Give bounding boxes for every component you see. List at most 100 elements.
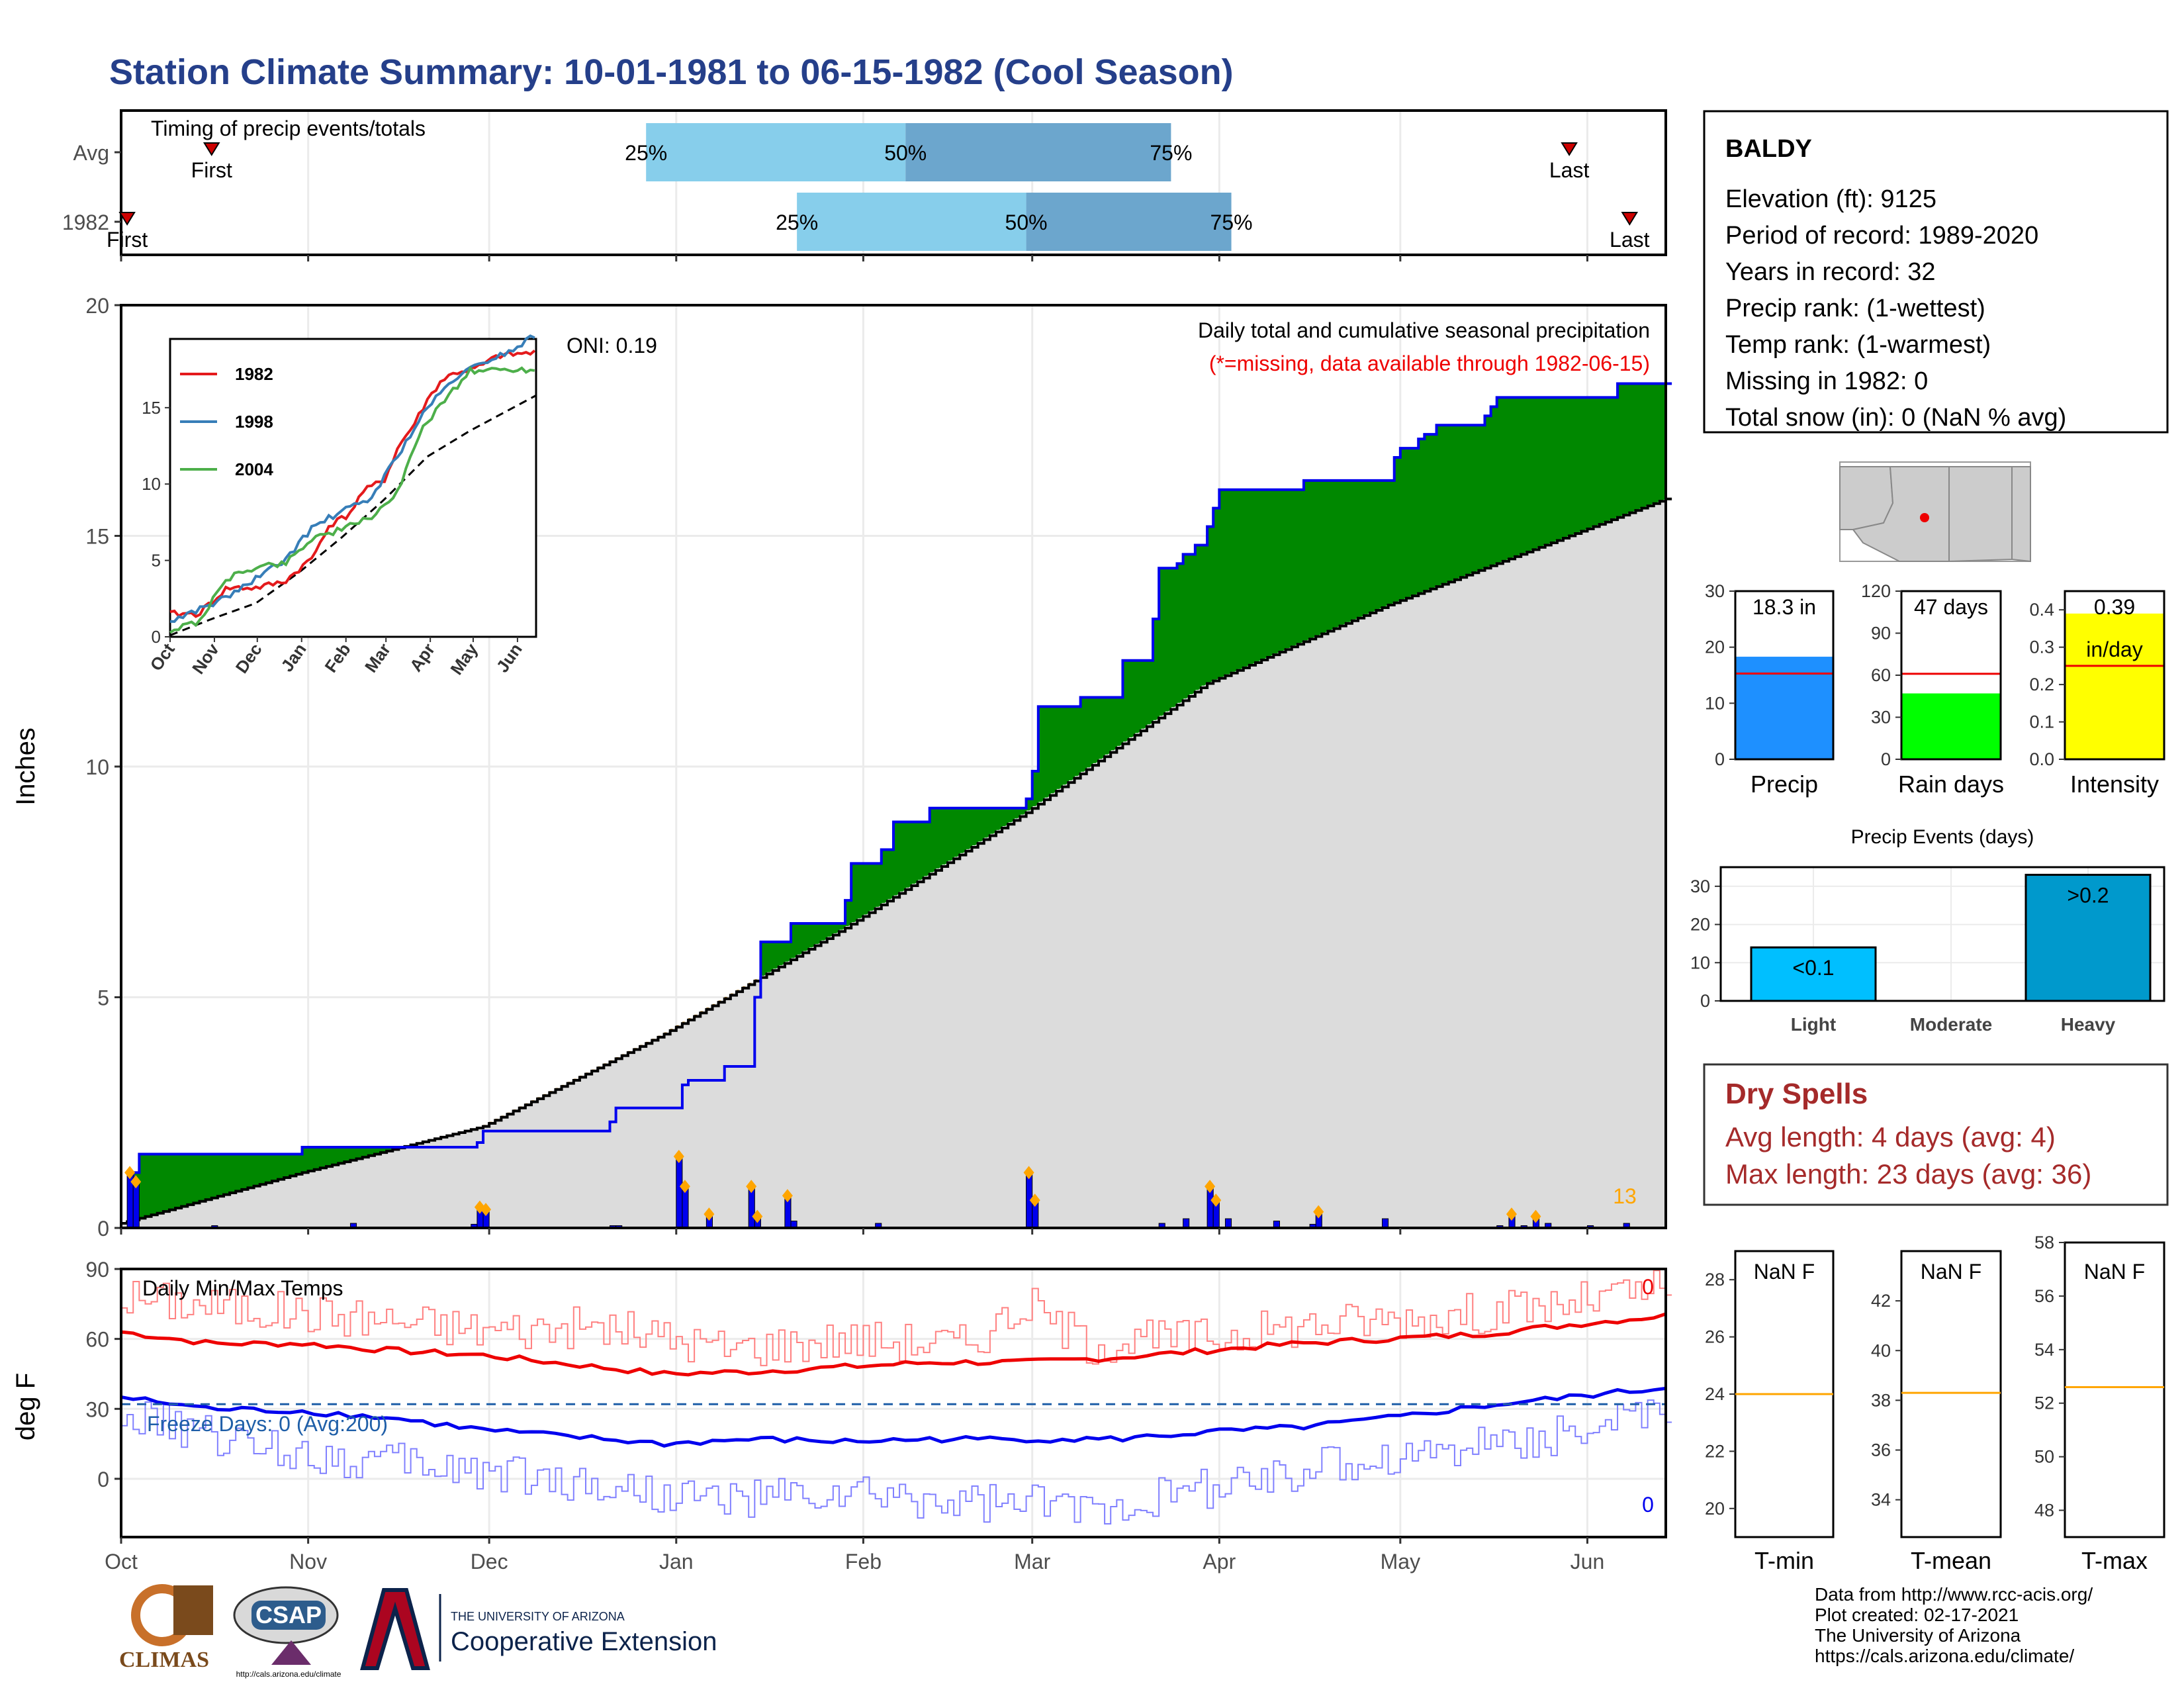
anomaly-fill xyxy=(1394,457,1401,602)
station-detail: Missing in 1982: 0 xyxy=(1725,367,1928,395)
temp-summary-title: T-max xyxy=(2081,1547,2148,1574)
event-diamond xyxy=(679,1180,690,1194)
logo-climas: CLIMAS xyxy=(119,1584,213,1672)
anomaly-fill xyxy=(978,808,985,842)
y-tick-label: 30 xyxy=(1871,708,1891,727)
station-location-marker xyxy=(1920,513,1929,522)
anomaly-fill xyxy=(1038,706,1045,802)
event-marker xyxy=(118,212,136,226)
anomaly-fill xyxy=(1140,660,1148,729)
dry-avg-length: Avg length: 4 days (avg: 4) xyxy=(1725,1121,2056,1152)
inset-y-label: 0 xyxy=(152,627,161,647)
station-detail: Elevation (ft): 9125 xyxy=(1725,185,1936,213)
inset-average-line xyxy=(169,395,537,637)
anomaly-fill xyxy=(1617,383,1624,516)
y-tick-label: 30 xyxy=(1705,581,1725,601)
anomaly-fill xyxy=(332,1147,339,1164)
event-category-label: Light xyxy=(1791,1014,1836,1035)
anomaly-fill xyxy=(1105,697,1111,755)
y-tick-label: 10 xyxy=(1705,693,1725,713)
coop-extension: Cooperative Extension xyxy=(451,1627,717,1656)
anomaly-fill xyxy=(983,808,991,838)
anomaly-fill xyxy=(791,923,797,959)
average-cumulative-line xyxy=(121,497,1672,1225)
anomaly-fill xyxy=(344,1147,351,1161)
summary-title: Precip xyxy=(1751,771,1818,798)
y-tick-label: 0 xyxy=(97,1468,109,1491)
event-diamond xyxy=(746,1180,757,1194)
climas-logo-block xyxy=(173,1585,213,1635)
anomaly-fill xyxy=(1056,706,1063,789)
anomaly-fill xyxy=(1008,808,1015,823)
event-diamond xyxy=(752,1209,763,1223)
summary-bar-precip: 0 10 20 30 18.3 in Precip xyxy=(1705,581,1835,798)
last-event-label: Last xyxy=(1549,158,1590,182)
y-tick-label: 10 xyxy=(85,755,109,779)
anomaly-fill xyxy=(236,1154,242,1191)
y-tick-label: 0 xyxy=(1700,991,1710,1011)
y-tick-label: 0.3 xyxy=(2029,637,2054,657)
y-tick-label: 56 xyxy=(2034,1286,2054,1306)
anomaly-fill xyxy=(809,923,816,948)
y-tick-label: 20 xyxy=(85,294,109,318)
footer-line: https://cals.arizona.edu/climate/ xyxy=(1815,1646,2074,1666)
anomaly-fill xyxy=(387,1147,393,1150)
location-map xyxy=(1839,461,2031,563)
anomaly-fill xyxy=(863,863,870,915)
temp-panel-border xyxy=(120,1268,1667,1538)
anomaly-fill xyxy=(972,808,979,846)
anomaly-fill xyxy=(326,1147,333,1166)
y-tick-label: 0 xyxy=(97,1217,109,1241)
summary-bar-intensity: 0.0 0.1 0.2 0.3 0.4 0.39 in/day Intensity xyxy=(2029,590,2165,798)
anomaly-fill xyxy=(1418,439,1425,592)
csap-url: http://cals.arizona.edu/climate xyxy=(236,1669,341,1679)
station-detail: Temp rank: (1-warmest) xyxy=(1725,331,1991,359)
anomaly-fill xyxy=(1044,706,1051,798)
temp-summary-t-min: 20 22 24 26 28 NaN F T-min xyxy=(1705,1250,1835,1574)
anomaly-fill xyxy=(1430,434,1437,588)
map-region xyxy=(2011,466,2031,563)
anomaly-fill xyxy=(1551,397,1558,542)
anomaly-fill xyxy=(1219,489,1226,677)
y-tick-label: 40 xyxy=(1871,1340,1891,1360)
legend-label: 1982 xyxy=(235,364,273,384)
y-tick-label: 15 xyxy=(85,525,109,549)
min-count-label: 0 xyxy=(1642,1493,1654,1517)
anomaly-fill xyxy=(1267,489,1274,657)
summary-sublabel: in/day xyxy=(2086,637,2142,661)
anomaly-fill xyxy=(1515,397,1522,556)
ua-logo-mark xyxy=(360,1588,430,1670)
last-event-label: Last xyxy=(1610,228,1650,252)
anomaly-fill xyxy=(881,849,888,904)
event-diamond xyxy=(1205,1180,1216,1194)
event-diamond xyxy=(1210,1194,1222,1207)
anomaly-fill xyxy=(839,923,846,930)
anomaly-fill xyxy=(1092,697,1099,763)
anomaly-fill xyxy=(199,1154,206,1201)
anomaly-fill xyxy=(899,821,906,892)
event-bar-light xyxy=(1750,946,1877,1002)
first-event-label: First xyxy=(107,228,148,252)
month-label: Apr xyxy=(1203,1550,1236,1573)
anomaly-fill xyxy=(1116,697,1124,746)
y-tick-label: 30 xyxy=(85,1397,109,1421)
anomaly-fill xyxy=(157,1154,164,1213)
event-diamond xyxy=(130,1175,142,1189)
anomaly-fill xyxy=(1146,660,1154,725)
anomaly-fill xyxy=(374,1147,381,1154)
event-bar-value: <0.1 xyxy=(1792,956,1834,980)
anomaly-fill xyxy=(1111,697,1117,751)
anomaly-fill xyxy=(1074,706,1081,776)
logo-ua: THE UNIVERSITY OF ARIZONA Cooperative Ext… xyxy=(360,1588,717,1670)
footer-line: Data from http://www.rcc-acis.org/ xyxy=(1815,1584,2093,1605)
timing-title: Timing of precip events/totals xyxy=(151,117,426,140)
dry-spells-box: Dry Spells Avg length: 4 days (avg: 4) Max… xyxy=(1703,1063,2169,1206)
y-tick-label: 0 xyxy=(1715,749,1725,769)
station-detail: Period of record: 1989-2020 xyxy=(1725,222,2038,250)
anomaly-fill xyxy=(1448,425,1455,581)
anomaly-fill xyxy=(302,1147,309,1172)
anomaly-fill xyxy=(1062,706,1069,785)
anomaly-fill xyxy=(1376,480,1383,609)
anomaly-fill xyxy=(772,941,780,969)
anomaly-fill xyxy=(1098,697,1105,759)
